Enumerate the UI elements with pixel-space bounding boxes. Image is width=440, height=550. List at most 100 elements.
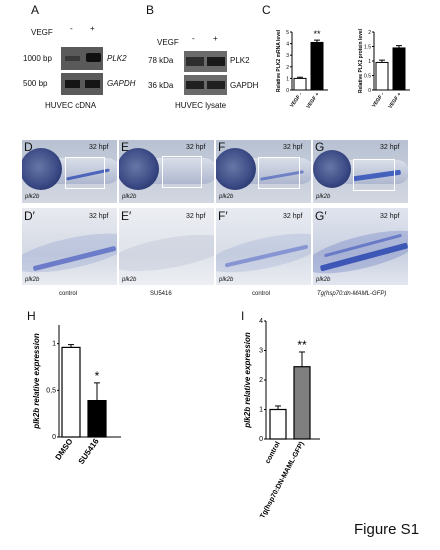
y-tick-label: 5 [286,30,289,36]
y-tick-label: 0.5 [364,74,371,80]
plus-label: + [213,34,218,43]
significance-marker: * [95,369,100,383]
panel-caption: control [252,291,271,297]
gene-label: plk2b [219,277,234,283]
panel-label-g: G [315,140,325,154]
trunk-image-d-prime [22,208,117,285]
panel-label-a: A [31,3,40,17]
category-label: control [264,441,281,465]
chart-h: 0 0,5 1 plk2b relative expression DMSO SU5416… [32,325,121,466]
y-axis-label: Relative PLK2 protein level [358,28,364,93]
gene-label: plk2b [25,194,40,200]
panel-caption: HUVEC cDNA [45,101,97,110]
minus-label: - [192,34,195,43]
y-tick-label: 2 [368,30,371,36]
hpf-label: 32 hpf [283,213,303,220]
bar [269,408,287,440]
bar [310,41,324,91]
hpf-label: 32 hpf [89,213,109,220]
y-tick-label: 0 [259,436,263,443]
category-label: VEGF - [371,91,386,108]
bar [61,346,81,438]
gene-label: plk2b [122,277,137,283]
y-tick-label: 1 [52,341,56,348]
chart-i: 0 1 2 3 4 plk2b relative expression controlTg(… [243,318,320,520]
significance-marker: ** [313,29,321,39]
size-marker: 36 kDa [148,81,174,90]
embryo-image-d [22,140,117,203]
y-tick-label: 2 [286,65,289,71]
hpf-label: 32 hpf [283,144,303,151]
trunk-image-e-prime [119,208,214,285]
embryo-image-f [216,140,311,203]
panel-label-f: F [218,140,226,154]
embryo-image-e [119,140,214,203]
y-tick-label: 1 [286,76,289,82]
gene-label: plk2b [25,277,40,283]
figure-label: Figure S1 [354,521,420,538]
gene-label: plk2b [122,194,137,200]
bar [375,61,389,91]
bar [87,399,107,438]
gel-image-gapdh [61,73,103,95]
plus-label: + [90,24,95,33]
vegf-label: VEGF [157,38,179,47]
y-tick-label: 0 [52,434,56,441]
gene-label: PLK2 [107,54,127,63]
protein-label: PLK2 [230,56,250,65]
y-tick-label: 2 [259,377,263,384]
y-tick-label: 3 [259,348,263,355]
category-label: VEGF - [289,91,304,108]
y-tick-label: 0 [368,88,371,94]
panel-caption: HUVEC lysate [175,101,227,110]
minus-label: - [70,24,73,33]
panel-label-h: H [27,309,36,323]
y-tick-label: 4 [286,42,289,48]
chart-c-right: 0 0.5 1 1.5 2 Relative PLK2 protein level VEGF… [358,28,410,110]
significance-marker: ** [297,338,307,352]
y-tick-label: 1.5 [364,45,371,51]
panel-caption: SU5416 [150,291,172,297]
bar [293,77,307,91]
hpf-label: 32 hpf [89,144,109,151]
y-tick-label: 1 [368,59,371,65]
category-label: Tg(hsp70:DN-MAML-GFP) [259,441,306,520]
y-axis-label: plk2b relative expression [32,333,41,430]
category-label: VEGF + [387,92,402,110]
gene-label: plk2b [219,194,234,200]
western-blot-plk2 [184,51,227,72]
gene-label: plk2b [316,194,331,200]
panel-label-b: B [146,3,155,17]
y-axis-label: Relative PLK2 mRNA level [276,29,282,92]
size-marker: 1000 bp [23,54,52,63]
y-tick-label: 4 [259,318,263,325]
panel-caption: control [59,291,78,297]
gene-label: plk2b [316,277,331,283]
panel-label-g-prime: G′ [315,209,327,223]
panel-label-e-prime: E′ [121,209,132,223]
bar [293,366,311,440]
chart-c-left: 0 1 2 3 4 5 Relative PLK2 mRNA level VEGF - VEGF… [276,29,328,110]
hpf-label: 32 hpf [380,144,400,151]
bar [392,47,406,91]
panel-caption: Tg(hsp70:dn-MAML-GFP) [317,291,387,297]
hpf-label: 32 hpf [186,213,206,220]
y-tick-label: 3 [286,53,289,59]
y-tick-label: 1 [259,407,263,414]
size-marker: 78 kDa [148,56,174,65]
protein-label: GAPDH [230,81,259,90]
gene-label: GAPDH [107,79,136,88]
panel-label-c: C [262,3,271,17]
vegf-label: VEGF [31,28,53,37]
hpf-label: 32 hpf [380,213,400,220]
trunk-image-f-prime [216,208,311,285]
category-label: VEGF + [305,92,320,110]
panel-label-i: I [241,309,245,323]
size-marker: 500 bp [23,79,48,88]
category-label: SU5416 [77,437,101,466]
western-blot-gapdh [184,75,227,95]
y-axis-label: plk2b relative expression [243,332,252,429]
panel-label-f-prime: F′ [218,209,228,223]
panel-label-d: D [24,140,33,154]
trunk-image-g-prime [313,208,408,285]
